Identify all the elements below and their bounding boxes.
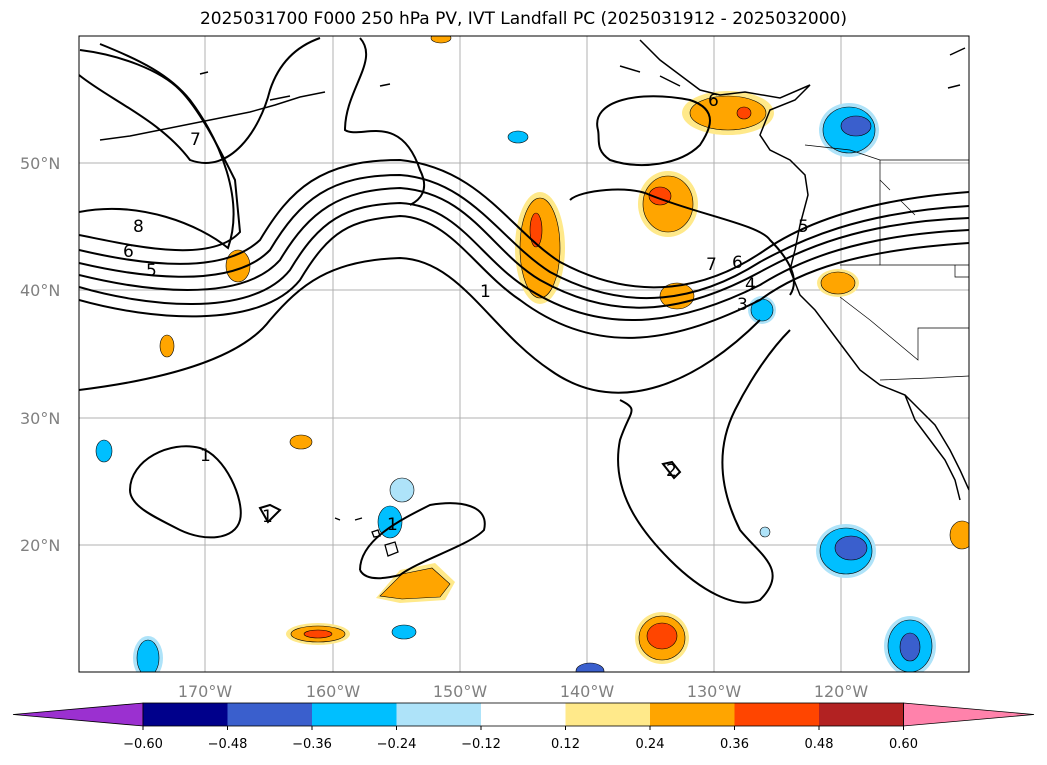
coastlines <box>99 39 969 501</box>
colorbar-tick-label: 0.12 <box>551 737 580 752</box>
contour-label: 5 <box>798 217 809 237</box>
lon-label: 140°W <box>560 682 615 701</box>
islands <box>334 517 399 557</box>
colorbar-extend-low <box>12 702 144 727</box>
contour-label: 6 <box>708 91 719 111</box>
contour-label: 3 <box>737 295 748 315</box>
contour-label: 1 <box>387 515 398 535</box>
lon-label: 160°W <box>306 682 361 701</box>
map-frame <box>78 35 970 673</box>
colorbar: −0.60 −0.48 −0.36 −0.24 −0.12 0.12 0.24 0.36 0.4… <box>12 702 1035 752</box>
colorbar-box <box>396 703 482 726</box>
contour-label: 8 <box>133 217 144 237</box>
contour-label: 2 <box>666 461 677 481</box>
colorbar-box <box>650 703 735 726</box>
colorbar-tick-label: −0.60 <box>123 737 163 752</box>
contour-label: 6 <box>123 242 134 262</box>
colorbar-outline <box>142 702 904 727</box>
lat-label: 20°N <box>20 536 60 555</box>
contour-label: 1 <box>262 507 273 527</box>
colorbar-box <box>227 703 313 726</box>
latitude-labels: 50°N 40°N 30°N 20°N <box>20 154 60 555</box>
longitude-labels: 170°W 160°W 150°W 140°W 130°W 120°W <box>178 682 869 701</box>
colorbar-tick-label: 0.48 <box>805 737 834 752</box>
lat-label: 30°N <box>20 409 60 428</box>
colorbar-tick-label: −0.48 <box>208 737 248 752</box>
colorbar-box <box>143 703 228 726</box>
colorbar-box <box>481 703 566 726</box>
colorbar-box <box>565 703 651 726</box>
colorbar-extend-high <box>903 702 1035 727</box>
contour-label: 7 <box>706 255 717 275</box>
contour-label: 1 <box>200 446 211 466</box>
lon-label: 120°W <box>814 682 869 701</box>
lat-label: 50°N <box>20 154 60 173</box>
lon-label: 150°W <box>433 682 488 701</box>
lon-label: 170°W <box>178 682 233 701</box>
colorbar-tick-label: −0.12 <box>461 737 501 752</box>
contour-label: 1 <box>480 282 491 302</box>
colorbar-box <box>734 703 820 726</box>
lon-label: 130°W <box>687 682 742 701</box>
colorbar-box <box>819 703 904 726</box>
map-title: 2025031700 F000 250 hPa PV, IVT Landfall… <box>199 9 847 29</box>
contour-label: 7 <box>190 130 201 150</box>
contour-label: 4 <box>745 275 756 295</box>
contour-label: 6 <box>732 253 743 273</box>
colorbar-box <box>312 703 397 726</box>
pv-contours <box>79 37 969 604</box>
colorbar-tick-label: −0.24 <box>377 737 417 752</box>
colorbar-tick-label: 0.60 <box>889 737 918 752</box>
borders <box>804 144 969 381</box>
colorbar-tick-label: 0.36 <box>720 737 749 752</box>
contour-labels: 7 8 6 5 1 7 6 4 3 5 6 1 1 1 2 <box>123 91 809 535</box>
contour-label: 5 <box>146 261 157 281</box>
colorbar-tick-label: −0.36 <box>292 737 332 752</box>
lat-label: 40°N <box>20 281 60 300</box>
colorbar-tick-label: 0.24 <box>636 737 665 752</box>
